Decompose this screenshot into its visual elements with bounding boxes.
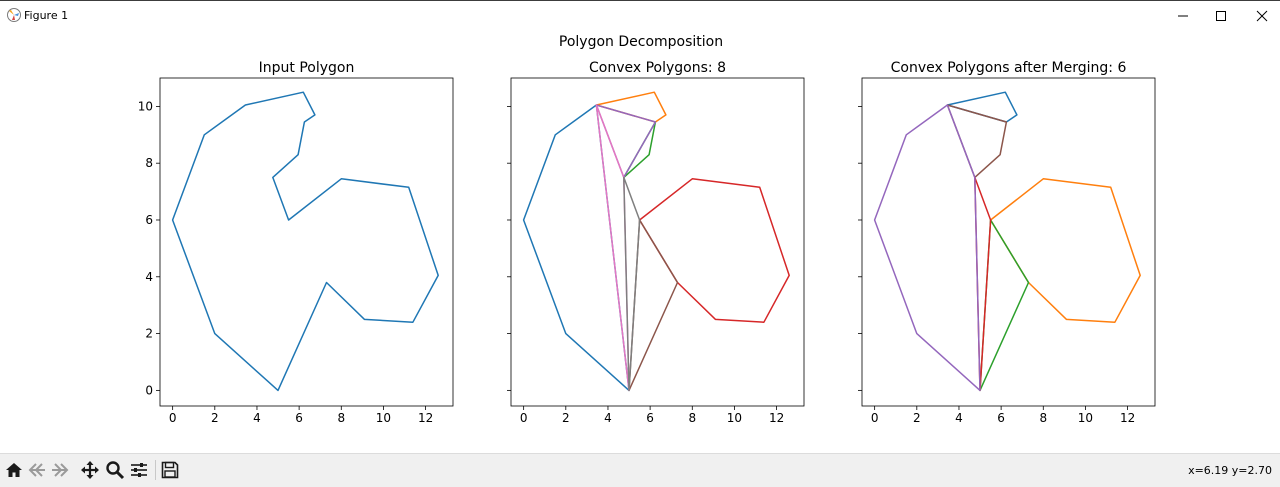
pan-icon [81,461,99,479]
x-tick-label: 12 [418,411,433,425]
x-tick-label: 6 [295,411,303,425]
figure-svg: Polygon Decomposition 0 2 4 6 8 10 12 0 2 4 6 8 10 In… [138,34,1156,425]
matplotlib-icon [6,7,22,23]
x-tick-label: 8 [688,411,696,425]
home-icon [6,463,22,477]
subplot-title: Input Polygon [259,60,355,76]
x-tick-label: 2 [913,411,921,425]
close-button[interactable] [1244,1,1280,31]
close-icon [1256,10,1268,22]
polygon-series-6 [628,219,679,392]
axes-frame [861,77,1156,407]
home-button[interactable] [3,459,25,481]
x-tick-label: 0 [520,411,528,425]
x-tick-label: 10 [376,411,391,425]
configure-subplots-icon [131,463,147,477]
x-tick-label: 4 [253,411,261,425]
x-tick-label: 8 [337,411,345,425]
x-tick-label: 6 [997,411,1005,425]
subplot-title: Convex Polygons: 8 [589,60,726,76]
x-tick-label: 0 [169,411,177,425]
window-title-bar: Figure 1 [0,0,1280,30]
polygon-series-3 [979,219,1030,392]
pan-button[interactable] [79,459,101,481]
x-tick-label: 12 [1120,411,1135,425]
polygon-series-4 [946,104,1008,179]
window-title: Figure 1 [24,9,69,22]
maximize-button[interactable] [1203,1,1239,31]
x-tick-label: 8 [1039,411,1047,425]
y-tick-label: 4 [145,270,153,284]
minimize-icon [1178,15,1188,17]
x-tick-label: 0 [871,411,879,425]
figure-suptitle: Polygon Decomposition [559,34,723,50]
y-tick-label: 2 [145,327,153,341]
polygon-series-1 [946,91,1018,123]
cursor-coordinates: x=6.19 y=2.70 [1188,464,1272,477]
x-tick-label: 12 [769,411,784,425]
polygon-series-1 [171,91,439,392]
toolbar-separator [155,460,156,480]
forward-icon [52,463,69,477]
forward-button[interactable] [49,459,71,481]
back-icon [28,463,45,477]
x-tick-label: 4 [955,411,963,425]
zoom-button[interactable] [104,459,126,481]
subplot-title: Convex Polygons after Merging: 6 [891,60,1127,76]
navigation-toolbar: x=6.19 y=2.70 [0,453,1280,487]
x-tick-label: 4 [604,411,612,425]
x-tick-label: 2 [211,411,219,425]
polygon-series-8 [623,176,641,392]
minimize-button[interactable] [1165,1,1201,31]
zoom-icon [106,461,125,480]
axes-frame [159,77,454,407]
x-tick-label: 10 [1078,411,1093,425]
y-tick-label: 8 [145,156,153,170]
axes-frame [510,77,805,407]
back-button[interactable] [26,459,48,481]
polygon-series-5 [595,104,657,179]
x-tick-label: 6 [646,411,654,425]
figure-canvas[interactable]: Polygon Decomposition 0 2 4 6 8 10 12 0 2 4 6 8 10 In… [0,30,1280,453]
save-icon [161,461,179,479]
y-tick-label: 6 [145,213,153,227]
x-tick-label: 10 [727,411,742,425]
maximize-icon [1216,11,1226,21]
y-tick-label: 10 [138,99,153,113]
x-tick-label: 2 [562,411,570,425]
polygon-series-6 [873,104,981,392]
subplot-1: 0 2 4 6 8 10 12 0 2 4 6 8 10 Input Polygon [138,60,454,425]
polygon-series-4 [638,178,790,323]
subplot-2: 0 2 4 6 8 10 12 Convex Polygons: 8 [507,60,805,425]
polygon-series-2 [595,91,667,123]
configure-subplots-button[interactable] [128,459,150,481]
save-button[interactable] [159,459,181,481]
y-tick-label: 0 [145,383,153,397]
subplot-3: 0 2 4 6 8 10 12 Convex Polygons after Merging: … [858,60,1156,425]
polygon-series-7 [595,104,630,392]
polygon-series-2 [989,178,1141,323]
